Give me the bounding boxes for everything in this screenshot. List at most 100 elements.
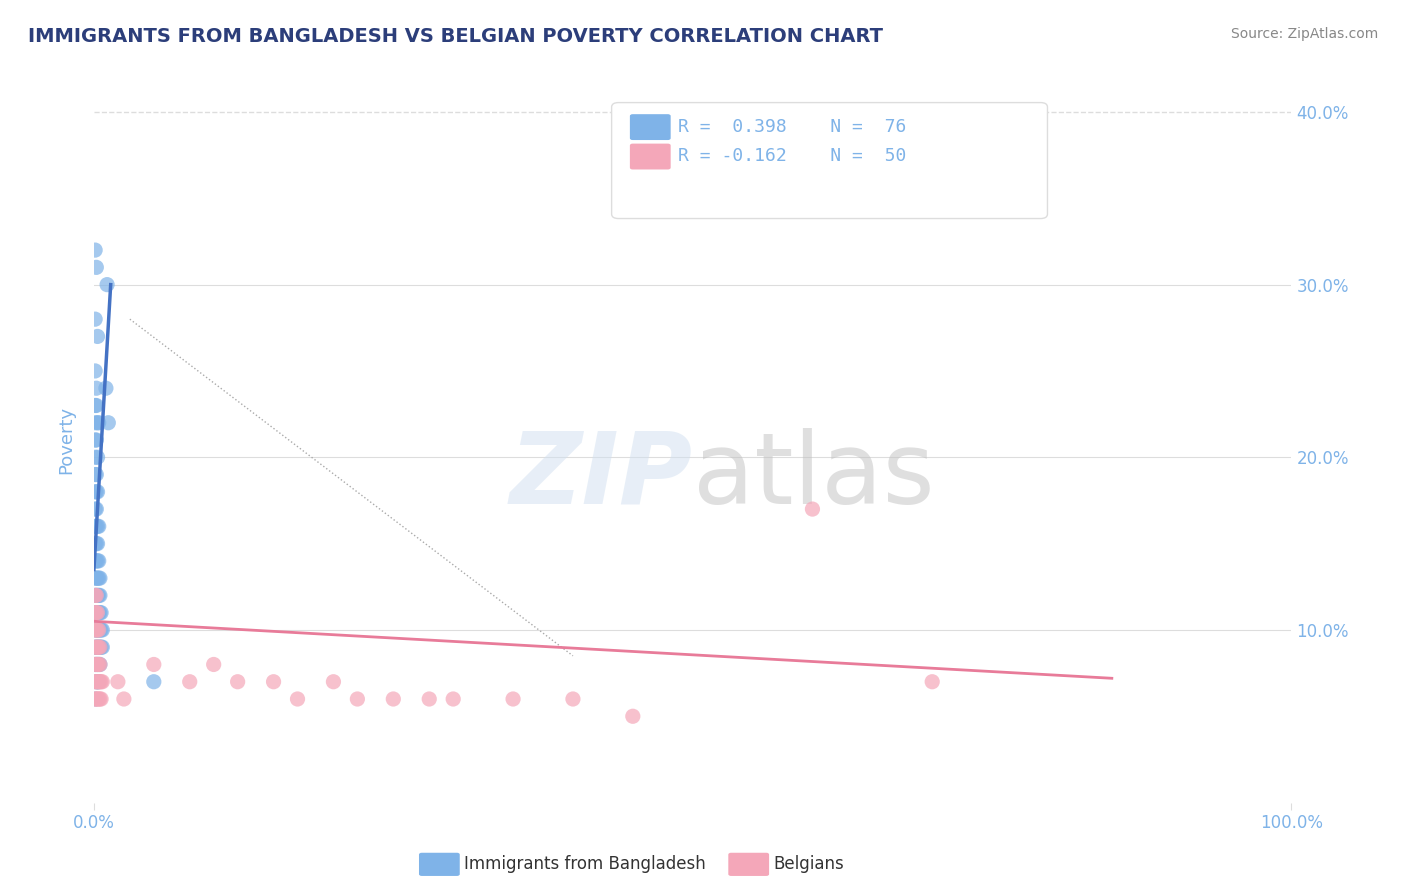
Immigrants from Bangladesh xyxy=(86,640,108,655)
Belgians xyxy=(87,692,110,706)
Belgians xyxy=(84,606,107,620)
Belgians xyxy=(84,674,107,689)
Immigrants from Bangladesh xyxy=(86,588,108,602)
Immigrants from Bangladesh xyxy=(86,467,108,482)
Immigrants from Bangladesh xyxy=(89,606,111,620)
Immigrants from Bangladesh xyxy=(84,364,107,378)
Immigrants from Bangladesh xyxy=(84,623,107,637)
Immigrants from Bangladesh xyxy=(86,450,108,465)
Immigrants from Bangladesh xyxy=(84,554,107,568)
Belgians xyxy=(921,674,943,689)
Immigrants from Bangladesh xyxy=(90,640,112,655)
Immigrants from Bangladesh xyxy=(86,588,108,602)
Belgians xyxy=(86,606,108,620)
Belgians xyxy=(87,674,110,689)
Belgians xyxy=(86,674,108,689)
Immigrants from Bangladesh xyxy=(89,571,111,585)
Immigrants from Bangladesh xyxy=(96,277,118,292)
Belgians xyxy=(91,674,114,689)
Belgians xyxy=(441,692,464,706)
Belgians xyxy=(179,674,201,689)
Immigrants from Bangladesh xyxy=(86,484,108,499)
Belgians xyxy=(84,640,107,655)
Belgians xyxy=(382,692,405,706)
Immigrants from Bangladesh xyxy=(84,450,107,465)
Belgians xyxy=(202,657,225,672)
Immigrants from Bangladesh xyxy=(87,588,110,602)
Belgians xyxy=(87,640,110,655)
Belgians xyxy=(84,692,107,706)
Belgians xyxy=(502,692,524,706)
Belgians xyxy=(86,657,108,672)
Immigrants from Bangladesh xyxy=(87,571,110,585)
Belgians xyxy=(418,692,440,706)
Immigrants from Bangladesh xyxy=(89,657,111,672)
Immigrants from Bangladesh xyxy=(86,554,108,568)
Immigrants from Bangladesh xyxy=(94,381,117,395)
Immigrants from Bangladesh xyxy=(86,519,108,533)
Immigrants from Bangladesh xyxy=(86,416,108,430)
Immigrants from Bangladesh xyxy=(84,502,107,516)
Belgians xyxy=(226,674,249,689)
Immigrants from Bangladesh xyxy=(86,399,108,413)
Immigrants from Bangladesh xyxy=(86,640,108,655)
Immigrants from Bangladesh xyxy=(86,536,108,550)
Belgians xyxy=(86,588,108,602)
Immigrants from Bangladesh xyxy=(84,312,107,326)
Belgians xyxy=(89,692,111,706)
Text: IMMIGRANTS FROM BANGLADESH VS BELGIAN POVERTY CORRELATION CHART: IMMIGRANTS FROM BANGLADESH VS BELGIAN PO… xyxy=(28,27,883,45)
Immigrants from Bangladesh xyxy=(86,674,108,689)
Belgians xyxy=(621,709,644,723)
Belgians xyxy=(90,692,112,706)
Immigrants from Bangladesh xyxy=(84,640,107,655)
Belgians xyxy=(86,674,108,689)
Belgians xyxy=(322,674,344,689)
Belgians xyxy=(112,692,135,706)
Immigrants from Bangladesh xyxy=(84,588,107,602)
Belgians xyxy=(89,674,111,689)
Immigrants from Bangladesh xyxy=(87,606,110,620)
Immigrants from Bangladesh xyxy=(84,416,107,430)
Belgians xyxy=(86,623,108,637)
Belgians xyxy=(87,657,110,672)
Belgians xyxy=(89,657,111,672)
Belgians xyxy=(86,692,108,706)
Immigrants from Bangladesh xyxy=(91,623,114,637)
Immigrants from Bangladesh xyxy=(86,674,108,689)
Belgians xyxy=(86,640,108,655)
Immigrants from Bangladesh xyxy=(86,571,108,585)
Text: atlas: atlas xyxy=(693,428,935,524)
Immigrants from Bangladesh xyxy=(86,381,108,395)
Immigrants from Bangladesh xyxy=(87,657,110,672)
Immigrants from Bangladesh xyxy=(86,623,108,637)
Text: Source: ZipAtlas.com: Source: ZipAtlas.com xyxy=(1230,27,1378,41)
Immigrants from Bangladesh xyxy=(87,554,110,568)
Immigrants from Bangladesh xyxy=(89,623,111,637)
Immigrants from Bangladesh xyxy=(86,657,108,672)
Immigrants from Bangladesh xyxy=(86,484,108,499)
Belgians xyxy=(142,657,165,672)
Immigrants from Bangladesh xyxy=(87,640,110,655)
Immigrants from Bangladesh xyxy=(142,674,165,689)
Immigrants from Bangladesh xyxy=(86,571,108,585)
Immigrants from Bangladesh xyxy=(86,606,108,620)
Immigrants from Bangladesh xyxy=(90,606,112,620)
Immigrants from Bangladesh xyxy=(87,674,110,689)
Belgians xyxy=(87,623,110,637)
Belgians xyxy=(90,674,112,689)
Immigrants from Bangladesh xyxy=(87,623,110,637)
Text: ZIP: ZIP xyxy=(510,428,693,524)
Immigrants from Bangladesh xyxy=(84,519,107,533)
Immigrants from Bangladesh xyxy=(86,606,108,620)
Belgians xyxy=(86,623,108,637)
Belgians xyxy=(107,674,129,689)
Immigrants from Bangladesh xyxy=(86,554,108,568)
Immigrants from Bangladesh xyxy=(84,606,107,620)
Immigrants from Bangladesh xyxy=(86,329,108,343)
Immigrants from Bangladesh xyxy=(84,657,107,672)
Immigrants from Bangladesh xyxy=(86,519,108,533)
Text: Immigrants from Bangladesh: Immigrants from Bangladesh xyxy=(464,855,706,873)
Immigrants from Bangladesh xyxy=(89,588,111,602)
Belgians xyxy=(84,657,107,672)
Immigrants from Bangladesh xyxy=(86,502,108,516)
